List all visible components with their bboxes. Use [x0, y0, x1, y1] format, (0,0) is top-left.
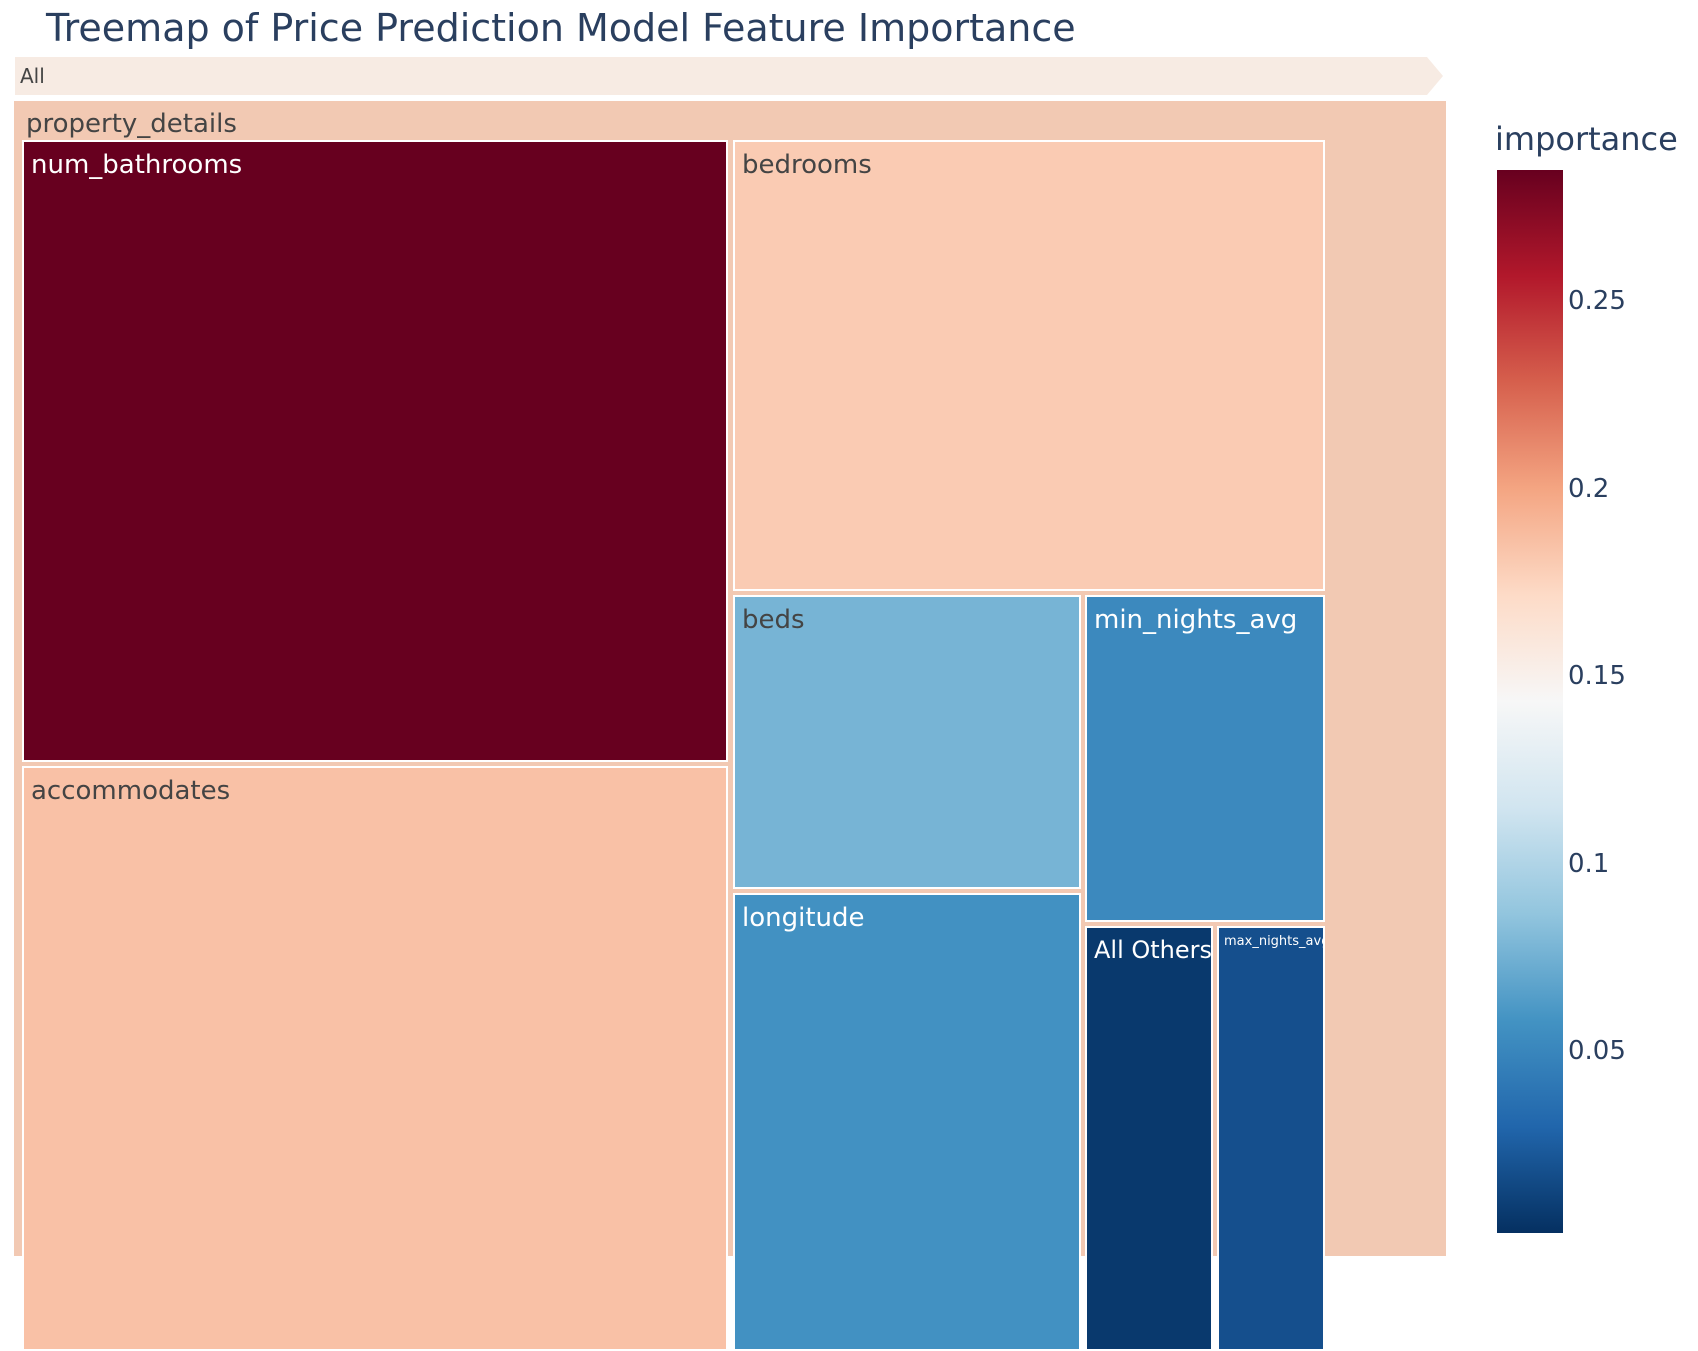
- treemap-cell-label: min_nights_avg: [1094, 605, 1298, 635]
- pathbar-shape: [15, 57, 1443, 95]
- pathbar[interactable]: All: [15, 57, 1445, 95]
- root-box-property-details[interactable]: property_details num_bathrooms accommodat…: [14, 101, 1446, 1351]
- treemap-chart: Treemap of Price Prediction Model Featur…: [14, 6, 1678, 1351]
- colorbar-tick-label: 0.2: [1568, 473, 1610, 504]
- treemap-cell-label: bedrooms: [742, 150, 872, 180]
- chart-title: Treemap of Price Prediction Model Featur…: [46, 6, 1076, 50]
- colorbar: [1497, 170, 1563, 1233]
- treemap-cell-label: num_bathrooms: [31, 150, 243, 180]
- treemap-cell-longitude[interactable]: longitude: [733, 893, 1081, 1351]
- root-label: property_details: [26, 109, 237, 139]
- treemap-cell-bedrooms[interactable]: bedrooms: [733, 140, 1325, 591]
- treemap-cell-all-others[interactable]: All Others: [1085, 926, 1213, 1351]
- colorbar-gradient: [1497, 170, 1563, 1233]
- treemap-cell-min-nights-avg[interactable]: min_nights_avg: [1085, 595, 1325, 922]
- treemap-cell-accommodates[interactable]: accommodates: [22, 766, 728, 1351]
- treemap-cell-num-bathrooms[interactable]: num_bathrooms: [22, 140, 728, 762]
- colorbar-tick-label: 0.05: [1568, 1036, 1626, 1067]
- treemap-cell-label: All Others: [1094, 936, 1213, 964]
- treemap-cell-label: beds: [742, 605, 805, 635]
- treemap-cell-max-nights-avg[interactable]: max_nights_avg: [1217, 926, 1325, 1351]
- colorbar-tick-label: 0.25: [1568, 286, 1626, 317]
- treemap-cell-beds[interactable]: beds: [733, 595, 1081, 889]
- treemap-cell-label: accommodates: [31, 776, 231, 806]
- colorbar-tick-label: 0.1: [1568, 848, 1610, 879]
- colorbar-tick-label: 0.15: [1568, 661, 1626, 692]
- treemap-cell-label: max_nights_avg: [1224, 934, 1325, 949]
- colorbar-title: importance: [1495, 120, 1678, 158]
- pathbar-label-all[interactable]: All: [20, 64, 45, 88]
- treemap-cell-label: longitude: [742, 903, 865, 933]
